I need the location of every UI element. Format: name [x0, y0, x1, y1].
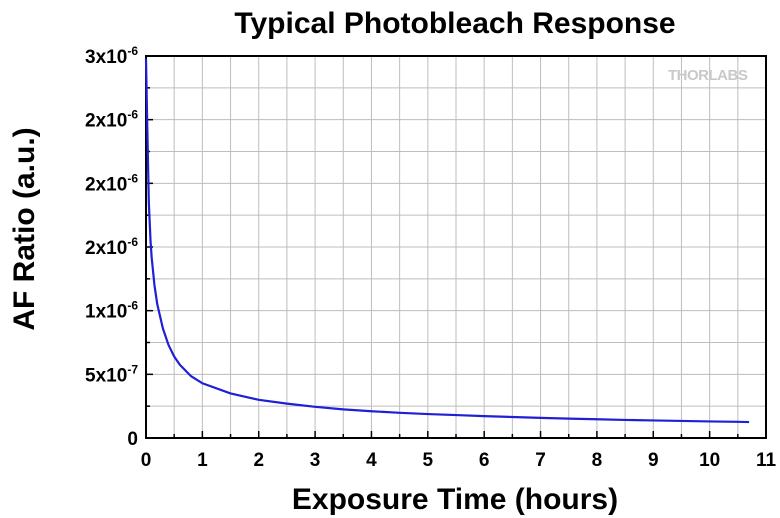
y-tick-label: 1x10-6 [85, 299, 138, 323]
x-tick-label: 2 [253, 450, 264, 471]
y-tick-label: 3x10-6 [85, 44, 138, 68]
y-axis-label: AF Ratio (a.u.) [8, 127, 41, 330]
x-tick-label: 5 [423, 450, 434, 471]
y-tick-label: 2x10-6 [85, 235, 138, 259]
x-tick-labels: 0 1 2 3 4 5 6 7 8 9 10 11 [141, 450, 777, 471]
y-tick-label: 2x10-6 [85, 108, 138, 132]
x-tick-label: 0 [141, 450, 152, 471]
grid [146, 56, 766, 438]
x-tick-label: 1 [197, 450, 208, 471]
y-tick-label: 5x10-7 [85, 362, 138, 386]
plot-frame [145, 55, 767, 439]
x-tick-label: 7 [535, 450, 546, 471]
x-tick-label: 6 [479, 450, 490, 471]
x-tick-label: 9 [648, 450, 659, 471]
x-tick-label: 3 [310, 450, 321, 471]
thorlabs-logo: THORLABS [668, 67, 748, 84]
x-tick-label: 4 [366, 450, 377, 471]
x-axis-label: Exposure Time (hours) [292, 483, 618, 516]
y-tick-label: 2x10-6 [85, 171, 138, 195]
y-tick-label: 0 [127, 429, 138, 450]
x-tick-label: 8 [592, 450, 603, 471]
x-tick-label: 11 [756, 450, 777, 471]
y-tick-labels: 0 5x10-7 1x10-6 2x10-6 2x10-6 2x10-6 3x10-6 [85, 44, 138, 450]
x-tick-label: 10 [699, 450, 720, 471]
series-layer [144, 58, 750, 424]
series-line-0 [144, 58, 750, 424]
chart-title: Typical Photobleach Response [234, 7, 675, 40]
